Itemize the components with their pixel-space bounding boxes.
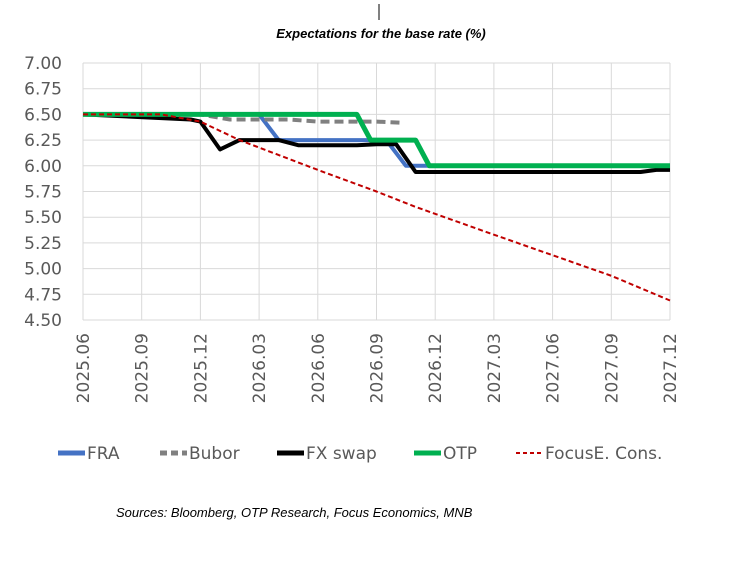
series-line-focuse-cons- (83, 113, 671, 302)
x-tick-label: 2027.03 (485, 333, 505, 403)
y-tick-label: 6.25 (24, 131, 62, 151)
y-tick-label: 6.00 (24, 157, 62, 177)
legend-label: Bubor (189, 444, 240, 464)
x-tick-label: 2027.12 (661, 333, 681, 403)
y-tick-label: 5.00 (24, 260, 62, 280)
x-tick-label: 2026.09 (368, 333, 388, 403)
source-note: Sources: Bloomberg, OTP Research, Focus … (116, 505, 473, 520)
legend-label: FocusE. Cons. (545, 444, 662, 464)
legend-label: FRA (87, 444, 120, 464)
legend-label: OTP (443, 444, 477, 464)
x-tick-label: 2025.09 (133, 333, 153, 403)
x-tick-label: 2026.06 (309, 333, 329, 403)
y-axis-ticks: 4.50 4.75 5.00 5.25 5.50 5.75 6.00 6.25 6.50 6.75… (24, 54, 62, 331)
x-tick-label: 2027.06 (544, 333, 564, 403)
y-tick-label: 7.00 (24, 54, 62, 74)
legend-label: FX swap (306, 444, 377, 464)
x-tick-label: 2026.03 (250, 333, 270, 403)
y-tick-label: 5.75 (24, 183, 62, 203)
x-axis-ticks: 2025.06 2025.09 2025.12 2026.03 2026.06 2026.… (74, 333, 681, 403)
x-tick-label: 2026.12 (426, 333, 446, 403)
y-tick-label: 5.25 (24, 234, 62, 254)
chart-title: Expectations for the base rate (%) (276, 26, 486, 41)
y-tick-label: 4.75 (24, 285, 62, 305)
series-line-fx-swap (82, 112, 670, 174)
y-tick-label: 4.50 (24, 311, 62, 331)
series-lines (82, 111, 671, 302)
y-tick-label: 5.50 (24, 208, 62, 228)
y-tick-label: 6.50 (24, 105, 62, 125)
x-tick-label: 2027.09 (602, 333, 622, 403)
legend: FRA Bubor FX swap OTP FocusE. Cons. (58, 444, 662, 464)
x-tick-label: 2025.12 (191, 333, 211, 403)
x-tick-label: 2025.06 (74, 333, 94, 403)
series-line-otp (83, 111, 670, 169)
y-tick-label: 6.75 (24, 80, 62, 100)
